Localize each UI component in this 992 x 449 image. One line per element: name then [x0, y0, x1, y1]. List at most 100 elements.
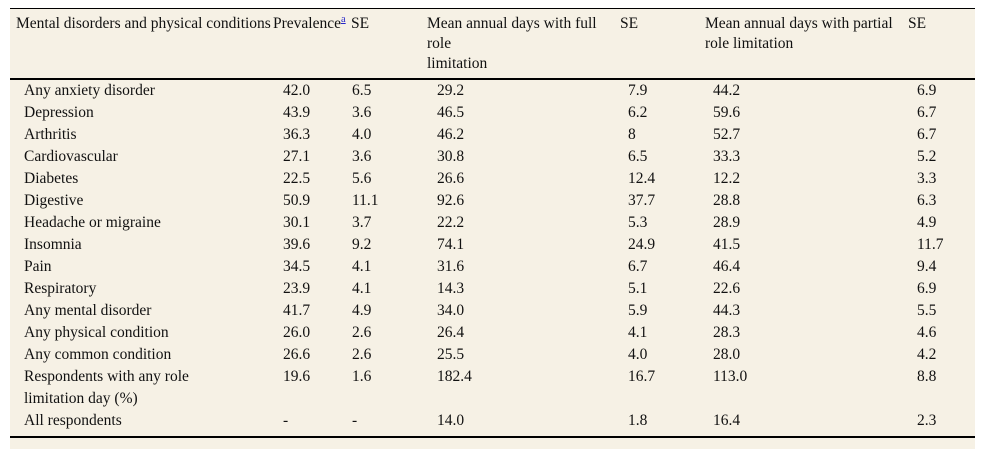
- cell-se3: 2.3: [917, 412, 937, 429]
- cell-se1: 3.6: [352, 148, 372, 165]
- cell-se3: 4.2: [917, 346, 937, 363]
- cell-prevalence: 50.9: [283, 192, 311, 209]
- cell-prevalence: 36.3: [283, 126, 311, 143]
- table-row: Pain 34.5 4.1 31.6 6.7 46.4 9.4: [10, 256, 975, 278]
- col-header-full-role-line1: Mean annual days with full role: [427, 15, 597, 52]
- cell-se2: 5.9: [628, 302, 648, 319]
- cell-se2: 5.1: [628, 280, 648, 297]
- cell-se1: 3.7: [352, 214, 372, 231]
- table-row: Headache or migraine 30.1 3.7 22.2 5.3 2…: [10, 212, 975, 234]
- cell-prevalence: -: [283, 412, 289, 429]
- cell-partial-role-days: 44.2: [713, 82, 741, 99]
- col-header-se3: SE: [908, 8, 975, 80]
- cell-se2: 12.4: [628, 170, 656, 187]
- cell-se2: 6.5: [628, 148, 648, 165]
- cell-se2: 4.0: [628, 346, 648, 363]
- row-label-line1: Arthritis: [24, 126, 77, 143]
- row-label-line1: All respondents: [24, 412, 122, 429]
- col-header-se3-label: SE: [908, 15, 927, 32]
- cell-se1: -: [352, 412, 358, 429]
- cell-partial-role-days: 28.9: [713, 214, 741, 231]
- cell-se3: 9.4: [917, 258, 937, 275]
- cell-full-role-days: 22.2: [437, 214, 465, 231]
- cell-se1: 2.6: [352, 346, 372, 363]
- table-row: Any physical condition 26.0 2.6 26.4 4.1…: [10, 322, 975, 344]
- table-row: Cardiovascular 27.1 3.6 30.8 6.5 33.3 5.…: [10, 146, 975, 168]
- row-label: Digestive: [10, 190, 273, 212]
- cell-prevalence: 41.7: [283, 302, 311, 319]
- col-header-full-role: Mean annual days with full role limitati…: [427, 8, 620, 80]
- col-header-partial-role-line2: role limitation: [705, 35, 794, 52]
- col-header-se2: SE: [620, 8, 705, 80]
- table-body: Any anxiety disorder 42.0 6.5 29.2 7.9 4…: [10, 79, 975, 437]
- row-label-line1: Any common condition: [24, 346, 172, 363]
- cell-se1: 4.9: [352, 302, 372, 319]
- cell-se1: 6.5: [352, 82, 372, 99]
- row-label: Any anxiety disorder: [10, 79, 273, 102]
- cell-se1: 4.0: [352, 126, 372, 143]
- row-label: Respiratory: [10, 278, 273, 300]
- row-label: Arthritis: [10, 124, 273, 146]
- cell-partial-role-days: 41.5: [713, 236, 741, 253]
- cell-prevalence: 27.1: [283, 148, 311, 165]
- cell-prevalence: 39.6: [283, 236, 311, 253]
- cell-prevalence: 23.9: [283, 280, 311, 297]
- cell-prevalence: 34.5: [283, 258, 311, 275]
- row-label: Any mental disorder: [10, 300, 273, 322]
- col-header-conditions: Mental disorders and physical conditions: [10, 8, 273, 80]
- row-label: Headache or migraine: [10, 212, 273, 234]
- col-header-partial-role: Mean annual days with partial role limit…: [705, 8, 908, 80]
- col-header-se1: SE: [351, 8, 427, 80]
- cell-full-role-days: 30.8: [437, 148, 465, 165]
- cell-full-role-days: 14.3: [437, 280, 465, 297]
- cell-se1: 4.1: [352, 258, 372, 275]
- cell-partial-role-days: 59.6: [713, 104, 741, 121]
- cell-partial-role-days: 12.2: [713, 170, 741, 187]
- table-row: Respondents with any role limitation day…: [10, 366, 975, 410]
- cell-full-role-days: 25.5: [437, 346, 465, 363]
- row-label: Respondents with any role limitation day…: [10, 366, 273, 410]
- cell-se1: 2.6: [352, 324, 372, 341]
- table-row: Any mental disorder 41.7 4.9 34.0 5.9 44…: [10, 300, 975, 322]
- cell-full-role-days: 182.4: [437, 368, 472, 385]
- cell-se2: 37.7: [628, 192, 656, 209]
- row-label-line1: Any mental disorder: [24, 302, 152, 319]
- cell-prevalence: 26.0: [283, 324, 311, 341]
- conditions-statistics-table: Mental disorders and physical conditions…: [10, 8, 975, 438]
- row-label-line1: Respiratory: [24, 280, 97, 297]
- cell-se1: 11.1: [352, 192, 379, 209]
- cell-full-role-days: 46.5: [437, 104, 465, 121]
- cell-se3: 8.8: [917, 368, 937, 385]
- row-label-line2: limitation day (%): [24, 390, 138, 407]
- cell-full-role-days: 29.2: [437, 82, 465, 99]
- cell-full-role-days: 26.6: [437, 170, 465, 187]
- cell-se2: 6.2: [628, 104, 648, 121]
- cell-se2: 8: [628, 126, 636, 143]
- row-label: Insomnia: [10, 234, 273, 256]
- cell-se1: 3.6: [352, 104, 372, 121]
- cell-se3: 5.2: [917, 148, 937, 165]
- cell-se1: 5.6: [352, 170, 372, 187]
- row-label-line1: Respondents with any role: [24, 368, 189, 385]
- cell-se3: 6.7: [917, 104, 937, 121]
- cell-se2: 24.9: [628, 236, 656, 253]
- table-row: Depression 43.9 3.6 46.5 6.2 59.6 6.7: [10, 102, 975, 124]
- cell-se3: 5.5: [917, 302, 937, 319]
- table-row: Arthritis 36.3 4.0 46.2 8 52.7 6.7: [10, 124, 975, 146]
- cell-se3: 6.3: [917, 192, 937, 209]
- col-header-partial-role-line1: Mean annual days with partial: [705, 15, 893, 32]
- cell-prevalence: 26.6: [283, 346, 311, 363]
- cell-full-role-days: 31.6: [437, 258, 465, 275]
- cell-se3: 11.7: [917, 236, 944, 253]
- cell-full-role-days: 46.2: [437, 126, 465, 143]
- cell-se1: 4.1: [352, 280, 372, 297]
- cell-se3: 3.3: [917, 170, 937, 187]
- row-label-line1: Cardiovascular: [24, 148, 118, 165]
- row-label: Diabetes: [10, 168, 273, 190]
- cell-se3: 6.9: [917, 82, 937, 99]
- cell-se2: 16.7: [628, 368, 656, 385]
- col-header-conditions-label: Mental disorders and physical conditions: [16, 15, 271, 32]
- footnote-a-link[interactable]: a: [341, 13, 346, 25]
- row-label: Any common condition: [10, 344, 273, 366]
- cell-partial-role-days: 16.4: [713, 412, 741, 429]
